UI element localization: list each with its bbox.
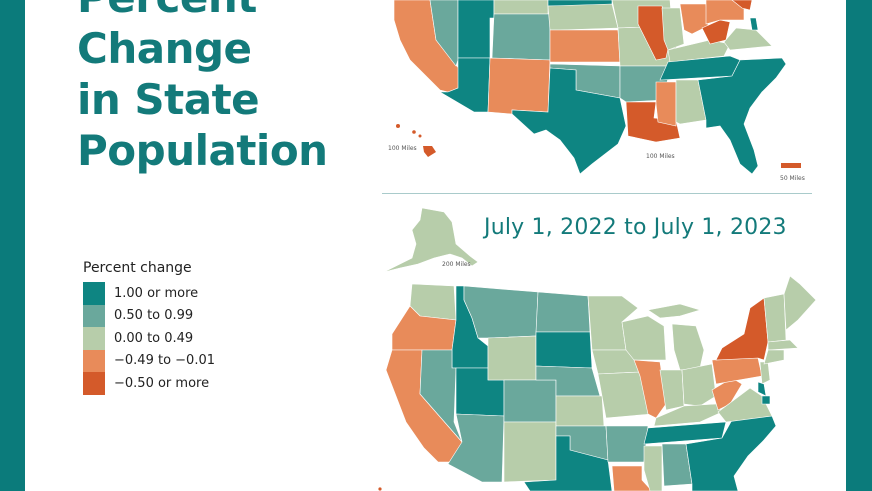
- state-new-york: [731, 0, 753, 11]
- legend-item: 0.00 to 0.49: [83, 327, 215, 350]
- legend-item: −0.50 or more: [83, 372, 215, 395]
- state-nebraska: [547, 3, 619, 31]
- hawaii: [396, 124, 436, 157]
- state-wyoming: [487, 335, 537, 381]
- state-kentucky: [653, 403, 723, 427]
- legend: Percent change 1.00 or more 0.50 to 0.99…: [83, 260, 215, 395]
- state-wisconsin: [621, 315, 667, 361]
- state-louisiana: [625, 101, 681, 143]
- state-southeast: [697, 57, 787, 175]
- legend-title: Percent change: [83, 260, 192, 276]
- state-ohio: [679, 3, 709, 35]
- state-delaware: [749, 17, 759, 31]
- state-louisiana: [611, 465, 653, 491]
- state-nevada: [419, 349, 463, 443]
- title-line-2: Change: [77, 24, 252, 73]
- legend-label: 1.00 or more: [114, 285, 199, 301]
- state-maine: [783, 275, 817, 331]
- state-arkansas: [605, 425, 649, 463]
- puerto-rico-scale: 50 Miles: [780, 175, 805, 182]
- legend-swatch: [83, 349, 105, 372]
- state-new-jersey: [759, 361, 771, 385]
- state-mississippi: [643, 445, 663, 491]
- legend-swatch: [83, 372, 105, 395]
- legend-label: 0.50 to 0.99: [114, 308, 194, 324]
- state-pennsylvania: [705, 0, 745, 25]
- state-ohio: [681, 363, 717, 407]
- top-map: 100 Miles 100 Miles 50 Miles: [388, 0, 805, 182]
- state-michigan: [671, 323, 705, 371]
- legend-label: −0.50 or more: [114, 375, 210, 391]
- state-new-mexico: [487, 57, 551, 115]
- section-divider: [382, 193, 812, 194]
- state-wyoming: [493, 0, 549, 15]
- state-connecticut: [763, 349, 785, 365]
- state-colorado: [503, 379, 557, 423]
- title-line-1: Percent: [77, 0, 328, 23]
- state-nevada: [429, 0, 459, 67]
- gulf-scale: 100 Miles: [646, 153, 675, 160]
- legend-item: −0.49 to −0.01: [83, 349, 215, 372]
- legend-label: 0.00 to 0.49: [114, 330, 194, 346]
- state-maryland-dc: [761, 395, 771, 405]
- legend-item: 0.50 to 0.99: [83, 304, 215, 327]
- left-border: [0, 0, 25, 491]
- state-texas: [523, 435, 613, 491]
- hawaii: [378, 487, 382, 491]
- state-kansas: [549, 29, 621, 63]
- state-new-mexico: [503, 421, 557, 483]
- puerto-rico: [781, 163, 801, 168]
- page-title: Percent Change in State Population: [77, 0, 328, 176]
- state-texas: [511, 67, 627, 175]
- state-colorado: [491, 13, 551, 61]
- state-michigan-up: [647, 303, 702, 319]
- state-alabama: [675, 79, 707, 125]
- state-west-virginia: [701, 19, 731, 45]
- bottom-map: 200 Miles: [378, 207, 817, 491]
- right-border: [846, 0, 872, 491]
- hawaii-scale: 100 Miles: [388, 145, 417, 152]
- state-pennsylvania: [711, 357, 763, 385]
- state-south-dakota: [535, 331, 593, 369]
- date-range-subtitle: July 1, 2022 to July 1, 2023: [484, 215, 787, 240]
- legend-item: 1.00 or more: [83, 282, 215, 305]
- state-mississippi: [655, 81, 677, 127]
- state-kansas: [555, 395, 605, 427]
- legend-label: −0.49 to −0.01: [114, 353, 215, 369]
- legend-swatch: [83, 304, 105, 327]
- legend-swatch: [83, 327, 105, 350]
- state-indiana: [661, 7, 685, 51]
- state-vermont-nh: [763, 293, 787, 343]
- title-line-4: Population: [77, 126, 328, 175]
- state-southeast: [685, 415, 777, 491]
- title-line-3: in State: [77, 75, 260, 124]
- legend-swatch: [83, 282, 105, 305]
- alaska-scale: 200 Miles: [442, 261, 471, 268]
- state-north-dakota: [535, 291, 591, 333]
- state-alaska: [383, 207, 479, 273]
- state-kentucky: [667, 39, 731, 63]
- state-utah: [457, 0, 495, 59]
- state-massachusetts: [767, 339, 799, 351]
- state-new-york: [715, 297, 769, 361]
- state-virginia: [723, 27, 773, 51]
